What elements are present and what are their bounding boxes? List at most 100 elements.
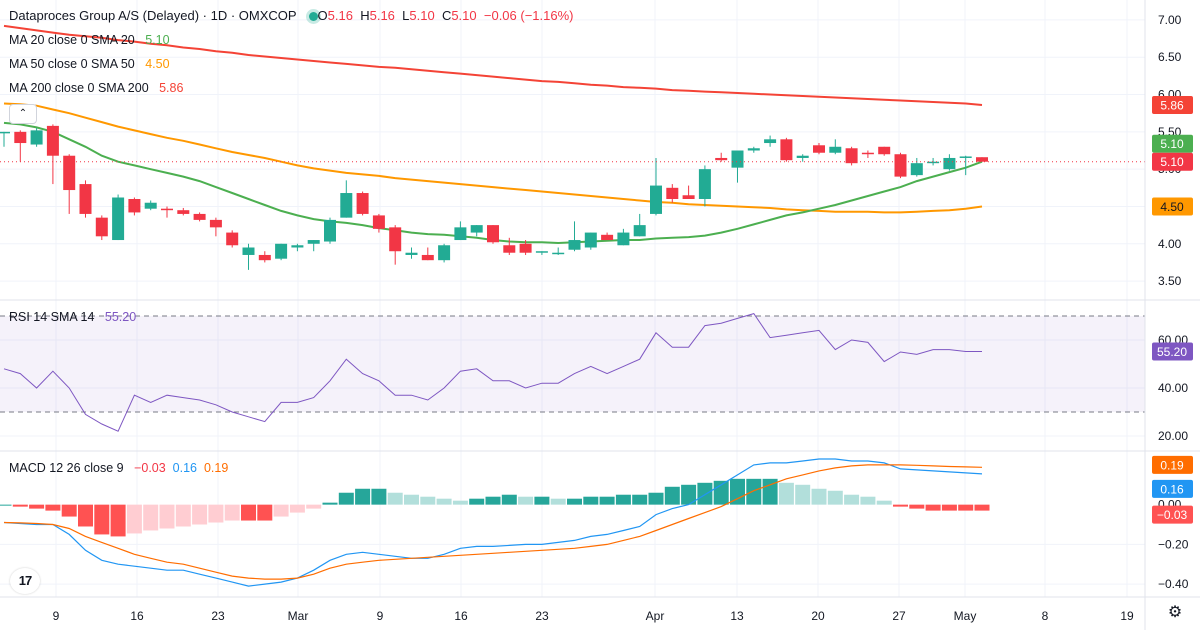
candle-body <box>291 245 304 248</box>
candle-body <box>177 210 190 214</box>
time-tick-label: Apr <box>646 609 665 623</box>
candle-body <box>584 232 597 248</box>
macd-histogram-bar <box>241 504 256 521</box>
macd-histogram-bar <box>452 500 468 505</box>
candle <box>747 146 760 153</box>
ma50-value: 4.50 <box>145 57 170 71</box>
candle-body <box>927 161 940 164</box>
rsi-value-badge-bg <box>1152 342 1193 361</box>
rsi-pane[interactable] <box>3 313 982 432</box>
symbol-legend[interactable]: Dataproces Group A/S (Delayed) · 1D · OM… <box>9 8 574 23</box>
macd-histogram-bar <box>664 486 680 505</box>
symbol-title: Dataproces Group A/S (Delayed) · 1D · OM… <box>9 8 297 23</box>
time-axis[interactable]: 9 16 23 Mar 9 16 23 Apr 13 20 27 May 8 19 <box>53 609 1134 623</box>
candle <box>389 225 402 265</box>
macd-histogram-bar <box>518 496 534 505</box>
candle-body <box>568 240 581 250</box>
candle-body <box>275 243 288 259</box>
candle <box>927 157 940 166</box>
candle <box>324 217 336 244</box>
macd-histogram-bar <box>420 496 436 505</box>
candle <box>356 191 369 216</box>
macd-histogram-bar <box>583 496 599 505</box>
candle-body <box>128 199 141 213</box>
time-tick-label: 16 <box>454 609 468 623</box>
candle <box>861 150 874 158</box>
candle-body <box>698 169 711 199</box>
rsi-label: RSI 14 SMA 14 <box>9 310 95 324</box>
candle-body <box>487 225 499 243</box>
low-value: 5.10 <box>409 8 435 23</box>
macd-histogram-bar <box>45 504 61 511</box>
gear-icon[interactable]: ⚙ <box>1167 604 1183 621</box>
candle <box>79 180 92 218</box>
rsi-value-badge: 55.20 <box>1152 342 1193 361</box>
candle <box>959 155 972 176</box>
candle <box>650 157 662 216</box>
candle-body <box>796 155 809 158</box>
tradingview-logo[interactable]: 17 <box>10 568 40 594</box>
candle-body <box>519 243 532 253</box>
low-label: L <box>402 8 410 23</box>
time-tick-label: 23 <box>211 609 225 623</box>
candle-body <box>46 125 59 156</box>
close-value: 5.10 <box>451 8 477 23</box>
macd-signal-value: 0.19 <box>203 461 229 475</box>
candle <box>161 206 173 218</box>
time-tick-label: 9 <box>53 609 60 623</box>
candle-body <box>535 251 548 253</box>
macd-histogram-bar <box>208 504 224 523</box>
time-tick-label: 9 <box>377 609 384 623</box>
macd-histogram-bar <box>192 504 208 525</box>
macd-histogram-bar <box>778 482 794 505</box>
ma200-legend[interactable]: MA 200 close 0 SMA 200 5.86 <box>9 81 183 95</box>
ma50-value-badge: 4.50 <box>1152 197 1193 216</box>
macd-histogram-bar <box>355 488 371 505</box>
ma50-legend[interactable]: MA 50 close 0 SMA 50 4.50 <box>9 57 170 71</box>
macd-legend[interactable]: MACD 12 26 close 9 −0.03 0.16 0.19 <box>9 461 228 475</box>
macd-histogram-bar <box>974 504 990 511</box>
candle <box>552 247 565 255</box>
collapse-legend-button[interactable]: ⌃ <box>9 104 37 124</box>
candle-body <box>682 195 695 199</box>
ma200-value-badge-bg <box>1152 95 1193 114</box>
macd-pane[interactable] <box>0 458 990 587</box>
macd-signal-badge-text: 0.19 <box>1160 458 1184 472</box>
ma50-value-badge-text: 4.50 <box>1160 200 1184 214</box>
macd-histogram-bar <box>175 504 191 527</box>
price-pane[interactable] <box>0 24 1145 270</box>
ma20-value-badge: 5.10 <box>1152 134 1193 153</box>
candle <box>682 185 695 199</box>
candle-body <box>813 145 825 153</box>
candle <box>568 221 581 252</box>
time-tick-label: 20 <box>811 609 825 623</box>
candle-body <box>764 139 777 144</box>
candle-body <box>633 225 646 237</box>
candle <box>63 154 76 214</box>
macd-histogram-bar <box>78 504 93 527</box>
macd-histogram-bar <box>159 504 175 529</box>
candle-body <box>650 185 662 214</box>
candle <box>666 184 679 203</box>
candle-body <box>780 139 793 161</box>
macd-histogram-bar <box>110 504 126 537</box>
macd-hist-badge-text: −0.03 <box>1157 508 1188 522</box>
candle-body <box>193 213 206 220</box>
candle-body <box>79 184 92 214</box>
rsi-value: 55.20 <box>104 310 137 324</box>
candle <box>30 128 43 147</box>
macd-tick-label: −0.20 <box>1158 537 1189 551</box>
high-value: 5.16 <box>369 8 395 23</box>
candle-body <box>845 148 858 164</box>
candle-body <box>209 219 222 228</box>
rsi-legend[interactable]: RSI 14 SMA 14 55.20 <box>9 310 136 324</box>
macd-histogram-bar <box>29 504 45 509</box>
time-tick-label: Mar <box>288 609 309 623</box>
candle <box>878 146 891 156</box>
candle <box>405 247 418 259</box>
candle <box>715 152 728 162</box>
ma20-legend[interactable]: MA 20 close 0 SMA 20 5.10 <box>9 33 170 47</box>
candle <box>617 228 630 246</box>
candle <box>209 217 222 237</box>
